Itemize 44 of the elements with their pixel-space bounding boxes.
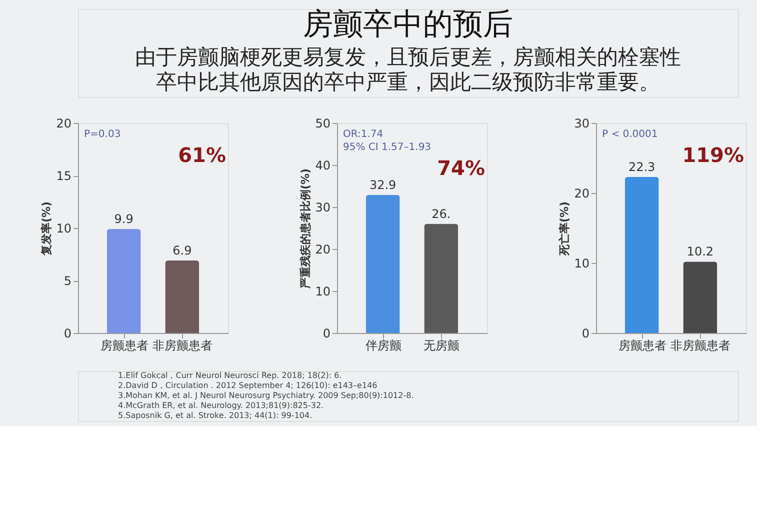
y-tick-label: 15: [56, 169, 72, 183]
x-tick-label: 房颤患者: [100, 338, 148, 352]
y-tick-label: 10: [56, 222, 72, 236]
y-tick-label: 20: [315, 242, 330, 256]
x-tick-label: 非房颤患者: [152, 338, 213, 352]
data-label: 6.9: [172, 244, 192, 258]
annotation: P=0.03: [84, 129, 121, 140]
x-tick-label: 房颤患者: [618, 338, 666, 352]
y-tick-label: 40: [315, 158, 330, 172]
x-tick-label: 伴房颤: [365, 338, 402, 352]
data-label: 9.9: [114, 212, 134, 226]
y-tick-label: 0: [64, 326, 72, 340]
text: 由于房颤脑梗死更易复发，且预后更差，房颤相关的栓塞性卒中比其他原因的卒中严重，因此二级预防非常重要。: [135, 45, 681, 94]
annotation: 61%: [178, 143, 226, 167]
y-axis-title: 死亡率(%): [558, 201, 572, 257]
annotation: 119%: [682, 143, 744, 167]
y-tick-label: 30: [574, 116, 590, 130]
annotation: P < 0.0001: [602, 129, 658, 140]
text: 2.David D，Circulation . 2012 September 4; 126(10): e143–e146: [118, 381, 378, 390]
data-label: 10.2: [686, 244, 714, 259]
y-tick-label: 10: [574, 256, 590, 270]
text: 3.Mohan KM, et al. J Neurol Neurosurg Psychiatry. 2009 Sep;80(9):1012-8.: [118, 391, 414, 400]
text: 5.Saposnik G, et al. Stroke. 2013; 44(1): 99-104.: [118, 411, 312, 420]
y-tick-label: 5: [64, 274, 72, 288]
y-tick-label: 20: [574, 186, 590, 200]
data-label: 22.3: [628, 160, 656, 174]
y-tick-label: 50: [315, 116, 330, 130]
annotation: 74%: [437, 156, 485, 180]
x-tick-label: 非房颤患者: [670, 338, 731, 352]
y-tick-label: 0: [582, 326, 590, 340]
y-axis-title: 严重残疾的患者比例(%): [299, 168, 312, 290]
text: 1.Elif Gokcal，Curr Neurol Neurosci Rep. 2018; 18(2): 6.: [118, 371, 342, 380]
text: 4.McGrath ER, et al. Neurology. 2013;81(9):825-32.: [118, 401, 324, 410]
annotation: OR:1.74: [343, 129, 384, 140]
y-tick-label: 0: [322, 326, 330, 340]
text: 房颤卒中的预后: [303, 7, 513, 42]
y-tick-label: 30: [315, 200, 330, 214]
data-label: 26.: [432, 206, 451, 221]
y-tick-label: 20: [56, 116, 72, 130]
data-label: 32.9: [369, 178, 396, 192]
annotation: 95% CI 1.57–1.93: [343, 142, 432, 153]
y-tick-label: 10: [315, 284, 330, 298]
x-tick-label: 无房颤: [424, 338, 460, 352]
y-axis-title: 复发率(%): [40, 201, 54, 257]
